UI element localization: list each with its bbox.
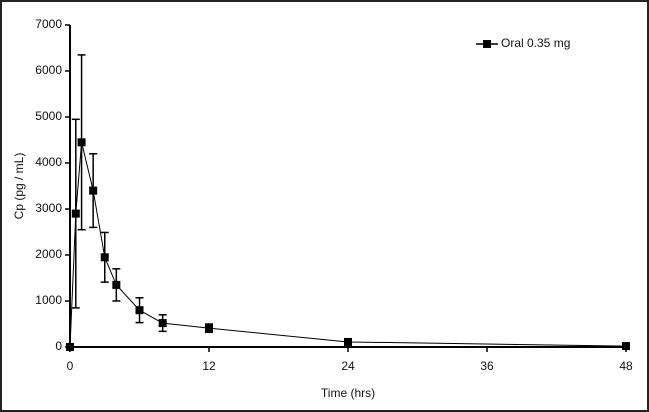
y-tick-label: 1000 bbox=[35, 293, 62, 307]
data-point bbox=[66, 343, 74, 351]
y-tick-label: 0 bbox=[55, 339, 62, 353]
x-tick-label: 36 bbox=[480, 359, 494, 373]
data-point bbox=[158, 319, 167, 328]
data-point bbox=[135, 306, 144, 315]
data-point bbox=[344, 337, 352, 346]
data-point bbox=[205, 324, 213, 333]
data-point bbox=[89, 186, 98, 195]
y-tick-label: 5000 bbox=[35, 109, 62, 123]
y-tick-label: 2000 bbox=[35, 247, 62, 261]
y-axis-label: Cp (pg / mL) bbox=[12, 153, 26, 220]
y-tick-label: 4000 bbox=[35, 155, 62, 169]
legend-label: Oral 0.35 mg bbox=[501, 36, 570, 50]
data-point bbox=[71, 209, 80, 218]
x-tick-label: 48 bbox=[619, 359, 633, 373]
legend-marker bbox=[483, 40, 491, 48]
data-point bbox=[112, 280, 121, 289]
data-point bbox=[77, 138, 86, 147]
y-tick-label: 6000 bbox=[35, 63, 62, 77]
x-axis-label: Time (hrs) bbox=[321, 386, 375, 400]
y-tick-label: 7000 bbox=[35, 17, 62, 31]
x-tick-label: 0 bbox=[67, 359, 74, 373]
data-point bbox=[100, 253, 109, 262]
x-tick-label: 24 bbox=[341, 359, 355, 373]
y-tick-label: 3000 bbox=[35, 201, 62, 215]
data-point bbox=[622, 342, 630, 351]
x-tick-label: 12 bbox=[202, 359, 216, 373]
